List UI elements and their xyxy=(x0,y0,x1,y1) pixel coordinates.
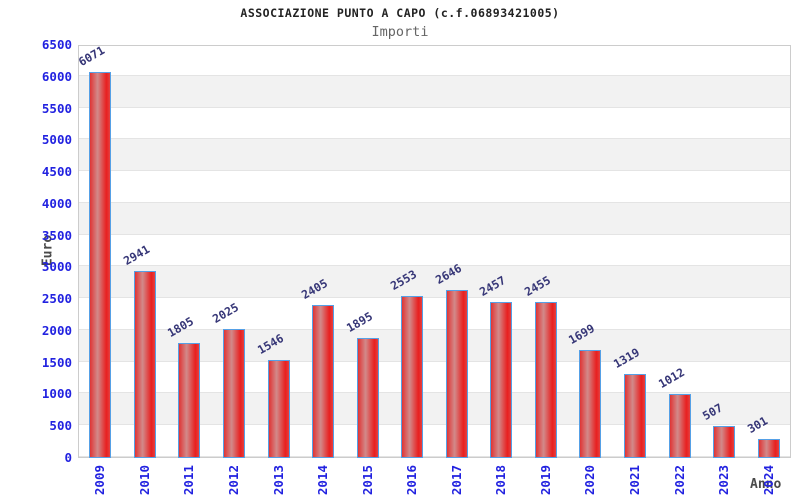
y-tick-label: 1000 xyxy=(41,386,72,402)
plot-band xyxy=(79,202,790,235)
gridline xyxy=(79,170,790,172)
x-tick-label-2009: 2009 xyxy=(92,465,108,496)
gridline xyxy=(79,424,790,426)
bar-2020 xyxy=(579,350,602,458)
gridline xyxy=(79,360,790,362)
y-tick-label: 3000 xyxy=(41,259,72,275)
gridline xyxy=(79,74,790,76)
gridline xyxy=(79,297,790,299)
bar-2023 xyxy=(713,425,736,458)
x-axis-title: Anno xyxy=(750,477,782,492)
x-tick-label-2024: 2024 xyxy=(760,465,776,496)
gridline xyxy=(79,328,790,330)
x-tick-label-2011: 2011 xyxy=(181,465,197,496)
y-tick-label: 1500 xyxy=(41,354,72,370)
plot-band xyxy=(79,266,790,299)
y-tick-label: 5000 xyxy=(41,132,72,148)
bar-2016 xyxy=(401,295,424,458)
y-tick-label: 5500 xyxy=(41,100,72,116)
x-tick-label-2014: 2014 xyxy=(315,465,331,496)
bar-2021 xyxy=(624,374,647,458)
y-tick-label: 6500 xyxy=(41,37,72,52)
gridline xyxy=(79,138,790,140)
y-tick-label: 4000 xyxy=(41,195,72,211)
x-tick-label-2010: 2010 xyxy=(136,465,152,496)
plot-band xyxy=(79,75,790,108)
x-tick-label-2016: 2016 xyxy=(404,465,420,496)
gridline xyxy=(79,392,790,394)
y-tick-label: 2500 xyxy=(41,291,72,307)
x-tick-label-2021: 2021 xyxy=(627,465,643,496)
x-tick-label-2019: 2019 xyxy=(537,465,553,496)
bar-2011 xyxy=(178,343,201,458)
y-tick-label: 4500 xyxy=(41,164,72,180)
x-tick-label-2018: 2018 xyxy=(493,465,509,496)
bar-2015 xyxy=(356,337,379,458)
y-tick-label: 6000 xyxy=(41,68,72,84)
x-tick-label-2013: 2013 xyxy=(270,465,286,496)
gridline xyxy=(79,201,790,203)
x-tick-label-2023: 2023 xyxy=(716,465,732,496)
gridline xyxy=(79,106,790,108)
bar-2019 xyxy=(534,302,557,458)
bar-2017 xyxy=(445,289,468,458)
bar-2014 xyxy=(312,305,335,458)
gridline xyxy=(79,233,790,235)
y-tick-label: 3500 xyxy=(41,227,72,243)
x-tick-label-2022: 2022 xyxy=(671,465,687,496)
bar-2024 xyxy=(757,438,780,458)
y-tick-label: 500 xyxy=(49,418,72,434)
y-tick-label: 2000 xyxy=(41,322,72,338)
x-tick-label-2017: 2017 xyxy=(448,465,464,496)
bar-2010 xyxy=(133,271,156,458)
gridline xyxy=(79,265,790,267)
bar-2012 xyxy=(222,329,245,458)
bar-2018 xyxy=(490,301,513,458)
y-tick-label: 0 xyxy=(64,450,72,465)
plot-band xyxy=(79,139,790,172)
chart-subtitle: Importi xyxy=(371,24,429,40)
x-tick-label-2020: 2020 xyxy=(582,465,598,496)
chart-title: ASSOCIAZIONE PUNTO A CAPO (c.f.068934210… xyxy=(240,6,560,20)
x-tick-label-2012: 2012 xyxy=(225,465,241,496)
bar-2022 xyxy=(668,393,691,458)
x-tick-label-2015: 2015 xyxy=(359,465,375,496)
gridline xyxy=(79,456,790,457)
bar-2009 xyxy=(89,72,112,458)
bar-2013 xyxy=(267,359,290,458)
